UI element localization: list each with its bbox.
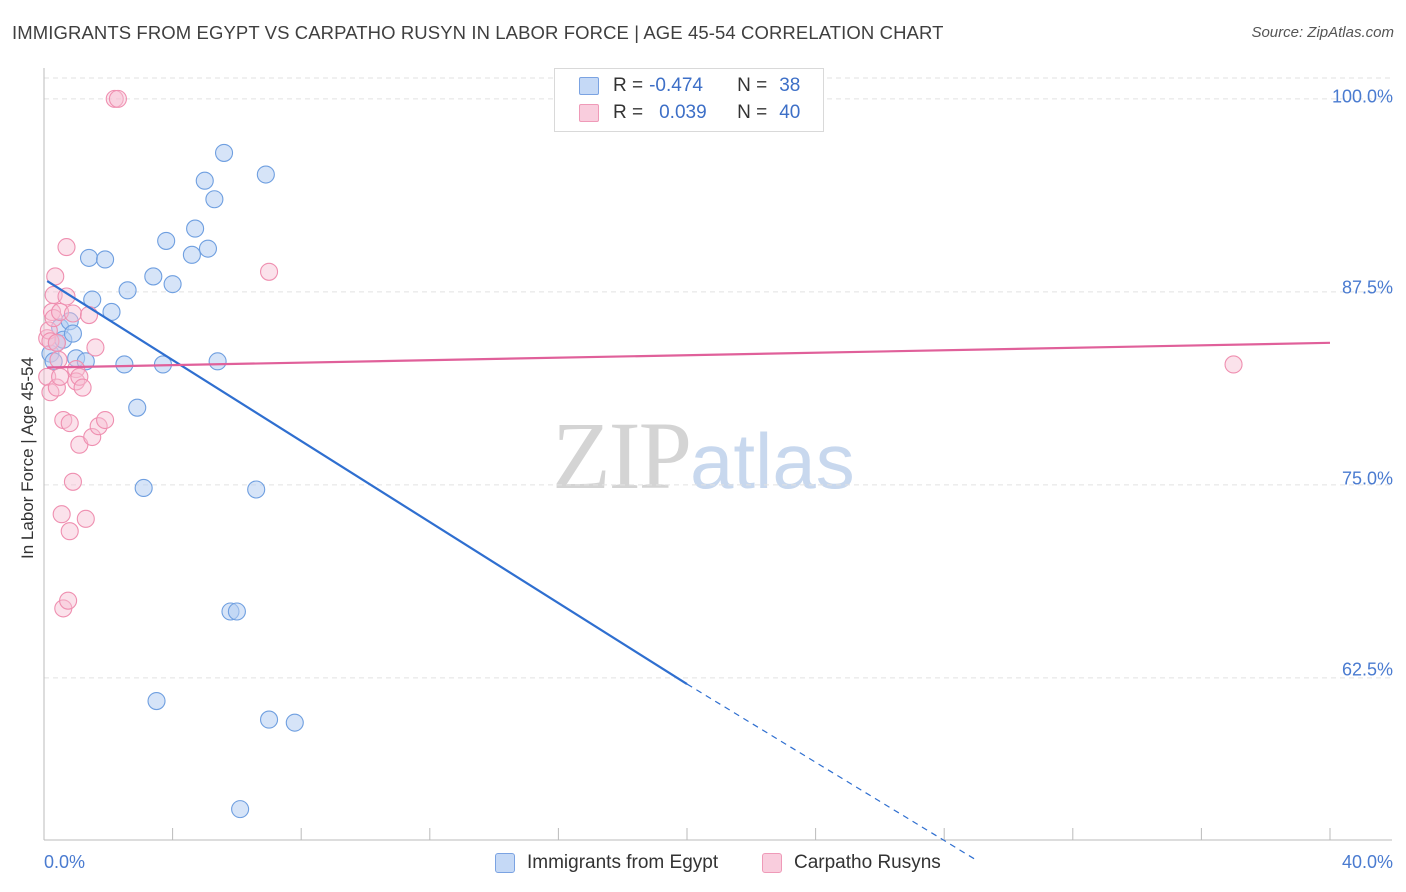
egypt-point	[63, 324, 82, 343]
x-tick-label-min: 0.0%	[44, 852, 86, 872]
rusyn-point	[49, 350, 68, 369]
egypt-point	[259, 710, 279, 729]
egypt-point	[128, 398, 147, 417]
legend-label-rusyn: Carpatho Rusyns	[794, 852, 941, 873]
egypt-point	[83, 290, 102, 309]
legend-swatch-rusyn	[579, 104, 599, 122]
rusyn-point	[63, 304, 82, 323]
egypt-point	[134, 478, 153, 498]
legend-swatch-rusyn	[762, 853, 782, 873]
watermark: ZIPatlas	[552, 400, 855, 511]
rusyn-point	[76, 509, 95, 528]
rusyn-point	[47, 333, 66, 352]
rusyn-point	[63, 472, 82, 491]
egypt-point	[247, 480, 266, 499]
egypt-point	[186, 219, 205, 238]
rusyn-point	[52, 505, 71, 524]
x-tick-label-max: 40.0%	[1341, 852, 1393, 872]
egypt-point	[96, 250, 115, 269]
rusyn-point	[51, 367, 70, 386]
y-tick-label: 62.5%	[1341, 659, 1393, 680]
rusyn-point	[60, 522, 79, 541]
y-tick-label: 87.5%	[1341, 277, 1393, 298]
rusyn-point	[79, 305, 99, 325]
rusyn-point	[259, 262, 279, 281]
egypt-point	[157, 231, 176, 250]
egypt-point	[144, 267, 163, 286]
y-axis-label: In Labor Force | Age 45-54	[18, 357, 37, 559]
legend-swatch-egypt	[495, 853, 515, 873]
rusyn-point	[59, 591, 78, 610]
rusyn-point	[57, 287, 76, 306]
egypt-point	[256, 165, 275, 184]
egypt-point	[214, 143, 234, 162]
rusyn-point	[86, 338, 105, 357]
y-tick-label: 75.0%	[1341, 468, 1393, 489]
egypt-point	[205, 190, 224, 209]
correlation-legend: R = -0.474 N = 38 R = 0.039 N = 40	[554, 68, 824, 132]
rusyn-point	[60, 414, 79, 433]
legend-n-label: N =	[737, 102, 768, 123]
source-label: Source: ZipAtlas.com	[1251, 24, 1394, 41]
egypt-trend-line	[46, 280, 688, 685]
rusyn-point	[38, 329, 57, 348]
egypt-trend-line-extension	[686, 683, 977, 861]
legend-row-egypt: R = -0.474 N = 38	[579, 73, 800, 99]
axes	[43, 68, 1392, 841]
legend-r-label: R =	[613, 75, 644, 96]
egypt-point	[163, 275, 182, 294]
rusyn-point	[47, 378, 66, 397]
egypt-point	[182, 245, 201, 264]
series-rusyn-points	[38, 89, 1243, 618]
egypt-point	[285, 713, 304, 732]
watermark-zip: ZIP	[552, 402, 692, 509]
grid-lines	[44, 77, 1392, 679]
egypt-point	[227, 602, 246, 621]
rusyn-point	[41, 332, 60, 351]
egypt-point	[198, 239, 218, 258]
legend-swatch-egypt	[579, 77, 599, 95]
rusyn-point	[73, 378, 92, 397]
legend-label-egypt: Immigrants from Egypt	[527, 852, 719, 873]
legend-item-egypt: Immigrants from Egypt	[495, 852, 718, 874]
legend-n-label: N =	[737, 75, 768, 96]
egypt-point	[79, 248, 99, 267]
rusyn-point	[57, 238, 76, 257]
rusyn-point	[108, 89, 127, 108]
y-tick-label: 100.0%	[1331, 86, 1393, 107]
egypt-point	[208, 352, 227, 371]
legend-n-value: 38	[779, 75, 801, 96]
egypt-point	[147, 691, 166, 711]
legend-r-value: 0.039	[659, 102, 707, 123]
trend-lines	[46, 280, 1331, 861]
legend-r-label: R =	[613, 102, 644, 123]
egypt-point	[195, 171, 214, 190]
rusyn-trend-line	[47, 341, 1331, 369]
legend-item-rusyn: Carpatho Rusyns	[762, 852, 941, 874]
rusyn-point	[41, 383, 60, 402]
legend-row-rusyn: R = 0.039 N = 40	[579, 100, 800, 126]
egypt-point	[118, 281, 137, 300]
egypt-point	[231, 800, 250, 819]
chart-title: IMMIGRANTS FROM EGYPT VS CARPATHO RUSYN …	[12, 22, 944, 43]
rusyn-point	[70, 367, 89, 386]
rusyn-point	[96, 410, 115, 430]
egypt-point	[115, 355, 134, 374]
rusyn-point	[83, 427, 102, 447]
watermark-atlas: atlas	[690, 417, 855, 505]
rusyn-point	[1224, 355, 1243, 374]
legend-r-value: -0.474	[649, 75, 703, 96]
legend-n-value: 40	[779, 102, 801, 123]
egypt-point	[76, 352, 95, 371]
